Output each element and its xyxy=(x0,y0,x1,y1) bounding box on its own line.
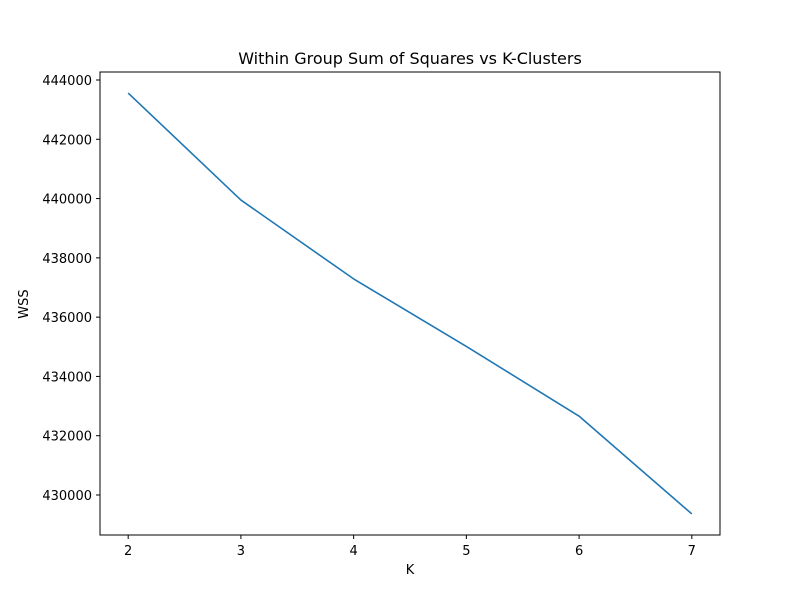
x-tick-label: 7 xyxy=(688,544,696,559)
x-tick-label: 4 xyxy=(349,544,357,559)
y-tick-label: 430000 xyxy=(42,489,92,504)
chart-title: Within Group Sum of Squares vs K-Cluster… xyxy=(238,49,582,68)
y-tick-label: 434000 xyxy=(42,370,92,385)
y-tick-label: 438000 xyxy=(42,252,92,267)
y-axis-ticks: 430000 432000 434000 436000 438000 440000 4420… xyxy=(42,74,100,504)
y-tick-label: 442000 xyxy=(42,133,92,148)
y-tick-label: 436000 xyxy=(42,311,92,326)
x-axis-ticks: 2 3 4 5 6 7 xyxy=(124,535,696,559)
series-layer xyxy=(127,92,693,515)
y-tick-label: 432000 xyxy=(42,430,92,445)
series-line xyxy=(127,92,693,515)
x-axis-label: K xyxy=(406,563,415,578)
y-tick-label: 440000 xyxy=(42,193,92,208)
plot-area-frame xyxy=(99,71,721,536)
x-tick-label: 3 xyxy=(237,544,245,559)
x-tick-label: 5 xyxy=(462,544,470,559)
x-tick-label: 6 xyxy=(575,544,583,559)
y-axis-label: WSS xyxy=(17,289,32,318)
y-tick-label: 444000 xyxy=(42,74,92,89)
x-tick-label: 2 xyxy=(124,544,132,559)
